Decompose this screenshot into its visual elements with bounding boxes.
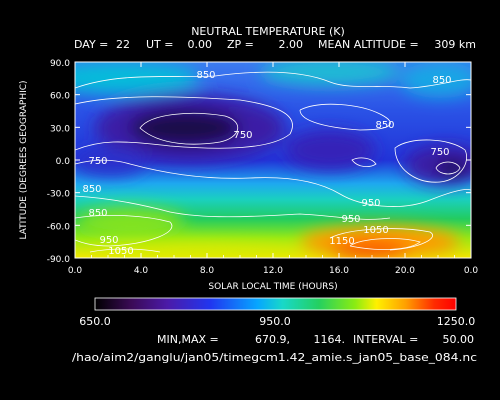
contour-label: 1050 bbox=[108, 246, 133, 257]
stats-line: MIN,MAX = 670.9, 1164. INTERVAL = 50.00 bbox=[157, 333, 474, 346]
y-tick-label: 0.0 bbox=[56, 157, 71, 167]
interval-value: 50.00 bbox=[443, 333, 475, 346]
contour-1050-se bbox=[329, 228, 433, 251]
source-file: /hao/aim2/ganglu/jan05/timegcm1.42_amie.… bbox=[72, 351, 477, 364]
contour-850-north bbox=[75, 71, 471, 89]
contour-label: 1050 bbox=[363, 225, 388, 236]
contour-small bbox=[351, 157, 377, 168]
contour-label: 750 bbox=[233, 130, 252, 141]
contour-700-east bbox=[435, 161, 461, 175]
day-value: 22 bbox=[116, 38, 130, 51]
contour-labels: 850 8507508507507508509508509501050950105… bbox=[82, 70, 451, 257]
x-axis-label: SOLAR LOCAL TIME (HOURS) bbox=[208, 282, 337, 292]
contour-750-center bbox=[139, 112, 238, 145]
contour-1150-se bbox=[349, 238, 421, 250]
chart-subtitle: DAY = 22 UT = 0.00 ZP = 2.00 MEAN ALTITU… bbox=[74, 38, 476, 51]
y-tick-label: 30.0 bbox=[50, 124, 70, 134]
x-tick-label: 8.0 bbox=[200, 266, 215, 276]
y-axis-ticks: 90.0 60.0 30.0 0.0 -30.0 -60.0 -90.0 bbox=[47, 59, 471, 265]
x-tick-label: 12.0 bbox=[263, 266, 283, 276]
zp-value: 2.00 bbox=[279, 38, 304, 51]
contour-label: 850 bbox=[432, 75, 451, 86]
y-tick-label: -60.0 bbox=[47, 222, 71, 232]
contour-label: 950 bbox=[341, 214, 360, 225]
x-tick-label: 20.0 bbox=[395, 266, 415, 276]
contour-label: 850 bbox=[196, 70, 215, 81]
contour-850-ne bbox=[299, 103, 391, 131]
contour-950-sw bbox=[75, 214, 173, 247]
x-axis-ticks: 0.0 4.0 8.0 12.0 16.0 20.0 0.0 bbox=[68, 62, 479, 276]
contour-label: 1150 bbox=[329, 236, 354, 247]
contour-lines bbox=[75, 71, 471, 253]
contour-label: 850 bbox=[88, 208, 107, 219]
contour-950-south bbox=[75, 195, 391, 220]
y-tick-label: -90.0 bbox=[47, 255, 71, 265]
ut-label: UT = bbox=[146, 38, 173, 51]
y-tick-label: 90.0 bbox=[50, 59, 70, 69]
x-tick-label: 16.0 bbox=[329, 266, 349, 276]
colorbar bbox=[94, 297, 457, 311]
day-label: DAY = bbox=[74, 38, 108, 51]
x-tick-label: 4.0 bbox=[134, 266, 149, 276]
contour-label: 850 bbox=[82, 184, 101, 195]
y-axis-label: LATITUDE (DEGREES GEOGRAPHIC) bbox=[19, 80, 29, 239]
temperature-field bbox=[75, 62, 471, 258]
contour-750-east bbox=[394, 139, 467, 183]
contour-1050-sw bbox=[89, 248, 161, 253]
min-value: 670.9, bbox=[255, 333, 290, 346]
contour-800-north bbox=[75, 96, 293, 151]
colorbar-max-label: 1250.0 bbox=[437, 315, 476, 328]
contour-label: 750 bbox=[88, 156, 107, 167]
zp-label: ZP = bbox=[227, 38, 254, 51]
y-tick-label: -30.0 bbox=[47, 190, 71, 200]
mean-altitude-label: MEAN ALTITUDE = bbox=[318, 38, 419, 51]
contour-label: 950 bbox=[99, 235, 118, 246]
contour-label: 950 bbox=[361, 198, 380, 209]
contour-850-south bbox=[75, 159, 471, 207]
ut-value: 0.00 bbox=[188, 38, 213, 51]
max-value: 1164. bbox=[314, 333, 346, 346]
x-tick-label: 0.0 bbox=[68, 266, 83, 276]
contour-label: 850 bbox=[375, 120, 394, 131]
y-tick-label: 60.0 bbox=[50, 92, 70, 102]
contour-label: 750 bbox=[430, 147, 449, 158]
colorbar-mid-label: 950.0 bbox=[259, 315, 291, 328]
minmax-label: MIN,MAX = bbox=[157, 333, 219, 346]
x-tick-label: 0.0 bbox=[464, 266, 479, 276]
colorbar-min-label: 650.0 bbox=[79, 315, 111, 328]
mean-altitude-value: 309 km bbox=[434, 38, 476, 51]
interval-label: INTERVAL = bbox=[353, 333, 418, 346]
chart-title: NEUTRAL TEMPERATURE (K) bbox=[191, 25, 345, 38]
